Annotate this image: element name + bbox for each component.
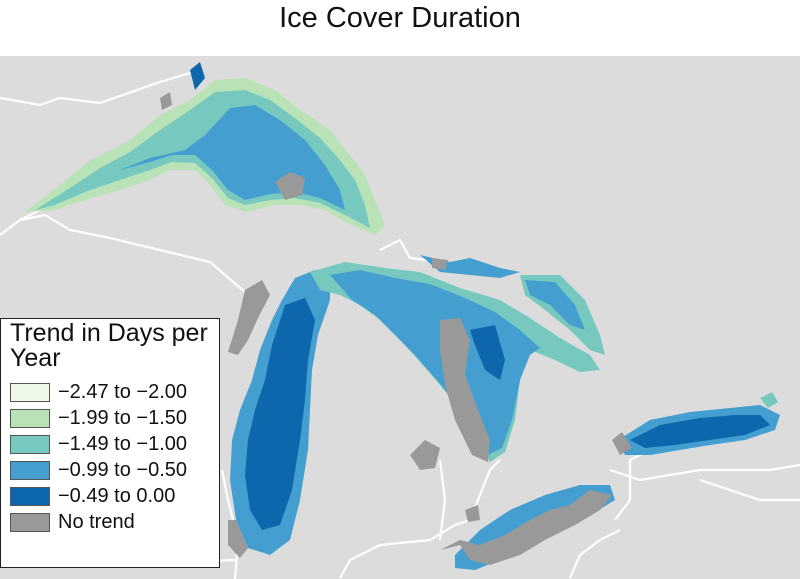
lake-erie [440,485,615,570]
lake-ontario [612,392,780,455]
legend-item: −0.99 to −0.50 [10,457,219,483]
legend-swatch [10,382,50,402]
lake-superior [25,62,385,235]
legend-label: −0.49 to 0.00 [58,484,176,507]
legend-item: −1.99 to −1.50 [10,405,219,431]
legend-swatch [10,460,50,480]
lake-michigan [228,270,330,558]
legend-swatch [10,434,50,454]
legend-label: −1.49 to −1.00 [58,432,188,455]
lake-huron [310,255,605,470]
legend-label: −2.47 to −2.00 [58,380,188,403]
legend-item: −2.47 to −2.00 [10,379,219,405]
legend-swatch [10,486,50,506]
legend-label: −0.99 to −0.50 [58,458,188,481]
legend-item: −0.49 to 0.00 [10,483,219,509]
legend-swatch [10,408,50,428]
legend-title: Trend in Days per Year [10,319,208,372]
legend-swatch [10,512,50,532]
map-title: Ice Cover Duration [279,2,521,34]
legend: Trend in Days per Year −2.47 to −2.00 −1… [0,318,220,568]
legend-item: −1.49 to −1.00 [10,431,219,457]
legend-item: No trend [10,509,219,535]
legend-label: No trend [58,510,135,533]
legend-label: −1.99 to −1.50 [58,406,188,429]
great-lakes-map [0,62,800,579]
